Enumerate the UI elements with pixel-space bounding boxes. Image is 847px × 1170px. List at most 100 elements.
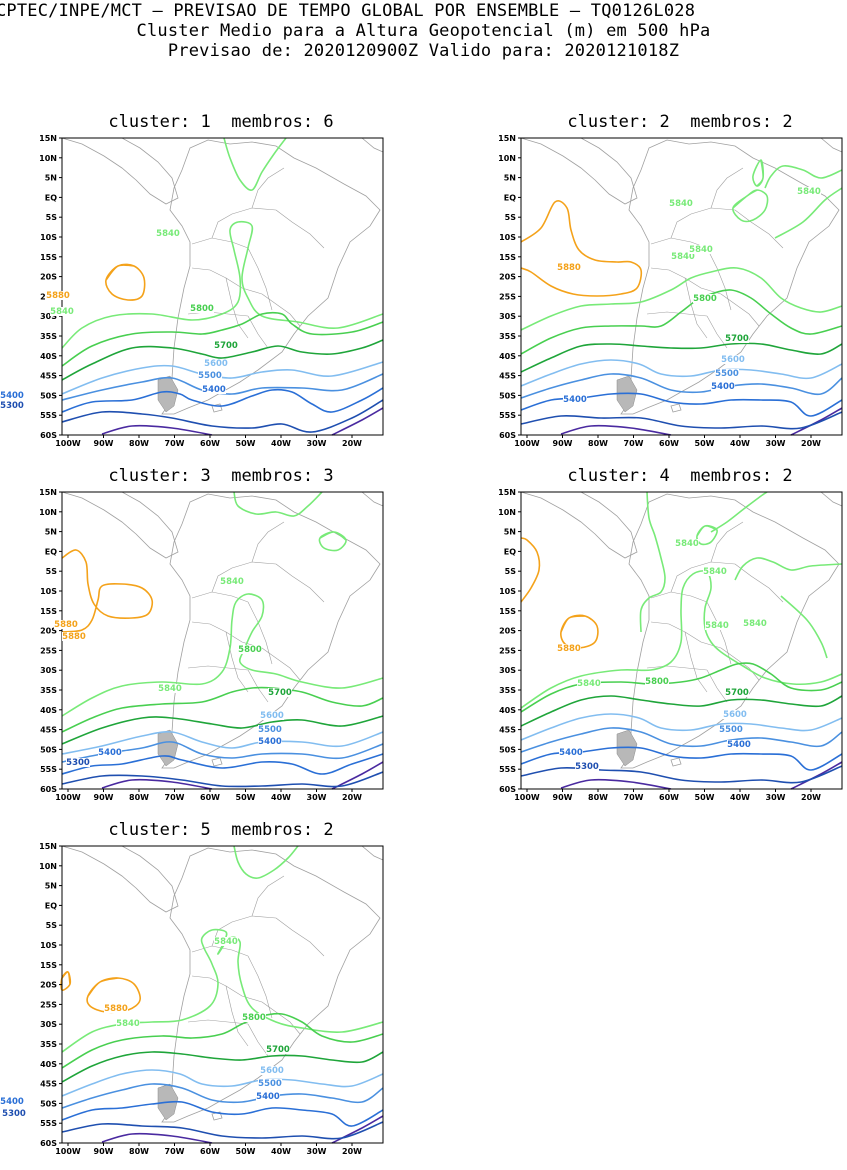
contour-line-5840 <box>61 928 384 1053</box>
lat-label: 30S <box>40 1020 57 1029</box>
lon-label: 70W <box>165 439 185 448</box>
contour-label-bg <box>557 263 581 272</box>
lat-label: 40S <box>499 706 516 715</box>
lon-label: 80W <box>588 439 608 448</box>
contour-label-bg <box>559 748 583 757</box>
lat-label: 60S <box>40 1139 57 1148</box>
contour-line-5880 <box>105 263 146 301</box>
lat-label: 25S <box>40 1000 57 1009</box>
lat-label: 5S <box>46 567 58 576</box>
contour-label: 5840 <box>577 679 601 689</box>
lon-label: 50W <box>236 1147 256 1156</box>
contour-label-bg <box>2 1109 26 1118</box>
lat-label: 10N <box>498 154 516 163</box>
contour-label: 5700 <box>725 688 749 698</box>
contour-label: 5600 <box>260 711 284 721</box>
lat-label: 30S <box>40 312 57 321</box>
contour-label-bg <box>220 577 244 586</box>
contour-label: 5800 <box>190 304 214 314</box>
contour-line-5840 <box>696 524 718 546</box>
contour-label: 5840 <box>50 307 74 317</box>
panel-title: cluster: 4 membros: 2 <box>567 466 793 486</box>
lat-label: 40S <box>40 352 57 361</box>
contour-label-bg <box>0 1097 24 1106</box>
lon-label: 70W <box>624 439 644 448</box>
contour-label-bg <box>242 1013 266 1022</box>
contour-label: 5500 <box>258 725 282 735</box>
lon-label: 40W <box>271 439 291 448</box>
lat-label: 15N <box>498 134 516 143</box>
contour-label-bg <box>98 748 122 757</box>
lat-label: EQ <box>45 193 57 202</box>
contour-line-deep <box>101 424 213 436</box>
map-frame <box>520 137 843 436</box>
contour-label: 5840 <box>675 539 699 549</box>
contour-line-5500 <box>61 1083 384 1109</box>
lat-label: 50S <box>499 745 516 754</box>
lon-label: 50W <box>236 793 256 802</box>
map-area <box>519 136 844 436</box>
contour-line-5300 <box>61 771 384 788</box>
country-border <box>734 563 784 603</box>
contour-label: 5700 <box>214 341 238 351</box>
cluster-panel-4: cluster: 4 membros: 2 15N 10N 5N EQ 5S 10S 15S… <box>459 466 847 816</box>
lat-label: 10N <box>498 508 516 517</box>
lon-label: 40W <box>730 793 750 802</box>
contour-label-bg <box>0 401 24 410</box>
header-title: CPTEC/INPE/MCT – PREVISAO DE TEMPO GLOBA… <box>0 1 696 21</box>
contour-label-bg <box>54 620 78 629</box>
lat-label: 5N <box>504 528 516 537</box>
contour-label-bg <box>66 758 90 767</box>
contour-label: 5400 <box>0 1097 24 1107</box>
lat-label: 45S <box>499 726 516 735</box>
country-border <box>191 237 249 249</box>
contour-label-bg <box>260 711 284 720</box>
lon-label: 90W <box>94 1147 114 1156</box>
lat-label: 45S <box>499 372 516 381</box>
lon-label: 40W <box>271 1147 291 1156</box>
country-border <box>720 293 760 327</box>
cluster-panel-3: cluster: 3 membros: 3 15N 10N 5N EQ 5S 10S 15S… <box>0 466 400 816</box>
falkland-islands <box>670 403 682 413</box>
lon-label: 90W <box>553 793 573 802</box>
map-area <box>60 490 385 790</box>
country-border <box>706 669 728 703</box>
contour-label: 5880 <box>62 632 86 642</box>
map-frame <box>61 845 384 1144</box>
contour-label-bg <box>671 252 695 261</box>
contour-label-bg <box>743 619 767 628</box>
lon-label: 20W <box>801 439 821 448</box>
map-frame <box>61 137 384 436</box>
contour-label: 5840 <box>220 577 244 587</box>
lon-label: 40W <box>730 439 750 448</box>
country-border <box>261 1001 301 1035</box>
contour-line-5880 <box>560 614 599 649</box>
lat-label: 5N <box>45 882 57 891</box>
lat-label: 10N <box>39 508 57 517</box>
country-border <box>251 521 285 563</box>
lon-label: 100W <box>55 439 81 448</box>
contour-label-bg <box>725 334 749 343</box>
lat-label: 10S <box>499 587 516 596</box>
lon-label: 30W <box>766 793 786 802</box>
contour-label-bg <box>62 632 86 641</box>
south-america-coastline <box>161 493 381 769</box>
contour-label: 5400 <box>256 1092 280 1102</box>
lat-label: 50S <box>40 745 57 754</box>
lat-label: 10S <box>499 233 516 242</box>
country-border <box>191 591 249 603</box>
contour-line-5800 <box>61 311 384 367</box>
contour-line-5840 <box>764 165 843 189</box>
lon-label: 70W <box>165 1147 185 1156</box>
lat-label: 35S <box>40 332 57 341</box>
lon-label: 70W <box>165 793 185 802</box>
lon-label: 30W <box>307 793 327 802</box>
lat-label: 60S <box>499 785 516 794</box>
contour-label-bg <box>725 688 749 697</box>
contour-label: 5840 <box>116 1019 140 1029</box>
lat-label: 5N <box>45 528 57 537</box>
country-border <box>247 1023 269 1057</box>
lon-label: 50W <box>695 793 715 802</box>
contour-label-bg <box>563 395 587 404</box>
falkland-islands <box>670 757 682 767</box>
